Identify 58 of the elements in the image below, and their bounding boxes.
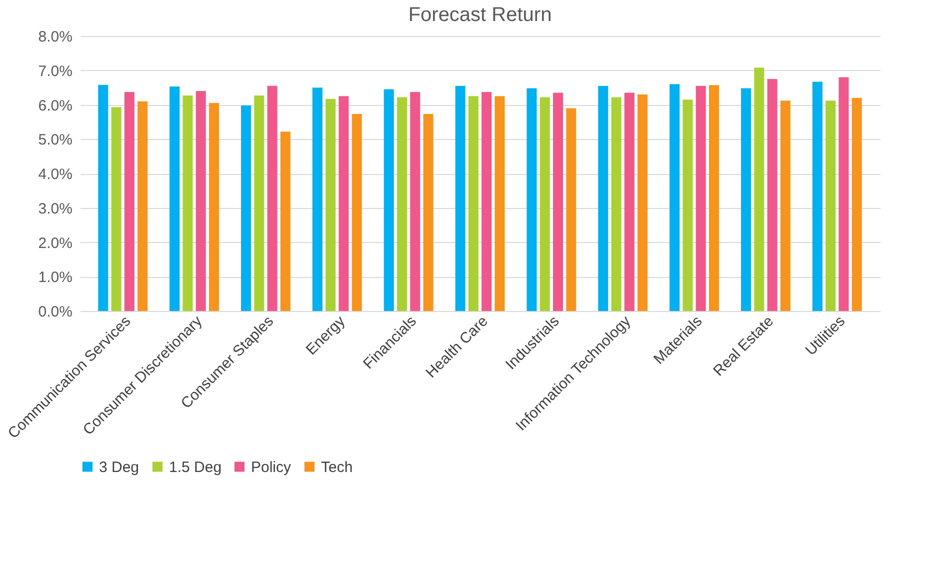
bar [338, 96, 349, 311]
y-tick-label: 1.0% [38, 269, 72, 286]
bar [455, 86, 466, 311]
bar [540, 97, 550, 311]
bar [410, 92, 420, 311]
y-tick-label: 0.0% [38, 304, 72, 320]
bar [170, 86, 180, 311]
bar [780, 100, 790, 311]
y-tick-label: 6.0% [38, 97, 72, 114]
y-tick-label: 4.0% [38, 166, 72, 183]
bar [384, 89, 394, 311]
bar [812, 82, 822, 311]
y-tick-label: 2.0% [38, 234, 72, 252]
bar [767, 78, 778, 311]
bar [494, 96, 505, 311]
legend-label: 1.5 Deg [169, 458, 222, 476]
bar [124, 92, 134, 311]
y-tick-label: 5.0% [38, 132, 72, 149]
chart-title: Forecast Return [408, 4, 552, 26]
bar [280, 132, 290, 311]
bar [741, 88, 752, 311]
y-tick-label: 8.0% [38, 28, 72, 46]
bar [312, 88, 322, 311]
legend-label: 3 Deg [99, 458, 140, 476]
bar [138, 101, 148, 311]
bar [423, 114, 434, 311]
bar [526, 88, 537, 311]
bar [682, 100, 693, 311]
bar [182, 95, 193, 311]
bar [196, 91, 206, 311]
bar [552, 92, 563, 311]
bar [696, 86, 706, 311]
bar [566, 108, 576, 311]
bar [670, 84, 680, 311]
bar [352, 114, 362, 311]
bar [611, 97, 622, 311]
y-tick-label: 7.0% [38, 62, 72, 80]
bar [241, 105, 252, 311]
bar [254, 95, 264, 311]
bar [267, 86, 278, 311]
y-tick-label: 3.0% [38, 200, 72, 218]
bar [208, 103, 219, 311]
bar [397, 97, 408, 311]
bar [852, 98, 862, 311]
bar [482, 92, 492, 311]
bar [598, 86, 608, 311]
bar [826, 100, 836, 311]
bar [468, 96, 478, 311]
bar [326, 98, 336, 311]
bar [754, 68, 764, 311]
bar [111, 107, 122, 311]
bar [98, 84, 108, 311]
bar [638, 94, 648, 311]
bar [838, 77, 849, 311]
legend-label: Tech [321, 458, 353, 476]
bar [708, 85, 719, 311]
legend-label: Policy [251, 458, 292, 476]
bar [624, 92, 634, 311]
